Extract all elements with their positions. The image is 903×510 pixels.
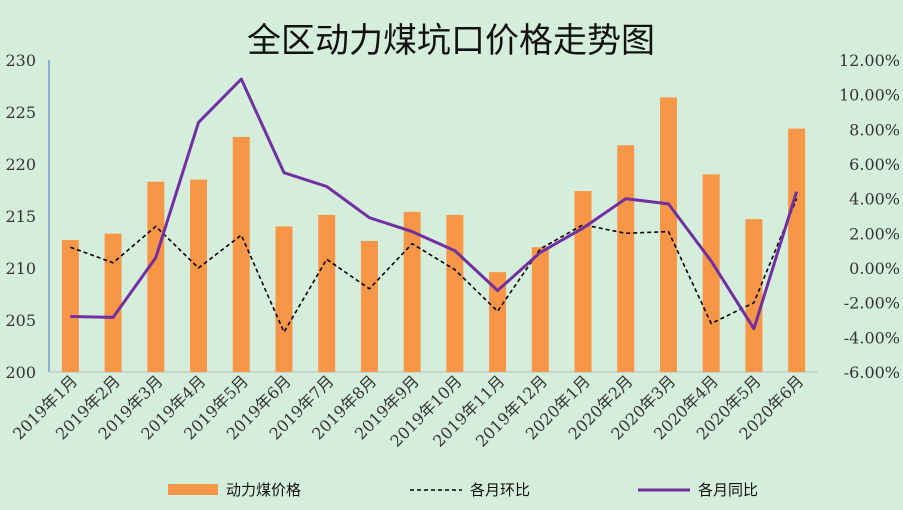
bar (617, 145, 635, 372)
legend-swatch-price (168, 484, 218, 495)
legend-label-yoy: 各月同比 (698, 481, 758, 499)
bar-series (61, 97, 806, 372)
left-tick-label: 200 (5, 363, 36, 382)
bar (788, 128, 806, 372)
legend-label-mom: 各月环比 (470, 481, 530, 499)
bar (531, 247, 549, 372)
bar (318, 214, 336, 372)
left-tick-label: 220 (5, 155, 36, 174)
right-tick-label: 0.00% (849, 259, 900, 278)
bar (147, 181, 165, 372)
right-tick-label: -6.00% (844, 363, 900, 382)
bar (446, 214, 464, 372)
bar (574, 191, 592, 372)
left-tick-label: 210 (5, 259, 36, 278)
bar (104, 233, 122, 372)
right-tick-label: 6.00% (849, 155, 900, 174)
bar (403, 211, 421, 372)
right-tick-label: -2.00% (844, 294, 900, 313)
chart-title: 全区动力煤坑口价格走势图 (247, 21, 655, 61)
bar (61, 239, 79, 372)
x-axis-ticks: 2019年1月2019年2月2019年3月2019年4月2019年5月2019年… (9, 371, 807, 450)
right-tick-label: 4.00% (849, 190, 900, 209)
right-tick-label: -4.00% (844, 328, 900, 347)
bar (275, 226, 293, 372)
bar (745, 219, 763, 372)
left-tick-label: 225 (5, 103, 36, 122)
bar (702, 174, 720, 372)
right-tick-label: 2.00% (849, 224, 900, 243)
right-tick-label: 12.00% (839, 51, 900, 70)
bar (659, 97, 677, 372)
right-tick-label: 8.00% (849, 120, 900, 139)
legend-label-price: 动力煤价格 (226, 481, 301, 499)
bar (190, 179, 208, 372)
bar (489, 272, 507, 372)
mom-line (70, 198, 798, 333)
left-tick-label: 230 (5, 51, 36, 70)
left-axis-ticks: 200 205 210 215 220 225 230 (5, 51, 36, 382)
line-series (70, 77, 799, 333)
bar (360, 240, 378, 372)
left-tick-label: 205 (5, 311, 36, 330)
yoy-line (70, 77, 799, 331)
left-tick-label: 215 (5, 207, 36, 226)
right-axis-ticks: -6.00% -4.00% -2.00% 0.00% 2.00% 4.00% 6.00% 8.… (839, 51, 900, 382)
bar (232, 136, 250, 372)
right-tick-label: 10.00% (839, 86, 900, 105)
legend: 动力煤价格 各月环比 各月同比 (168, 481, 758, 499)
